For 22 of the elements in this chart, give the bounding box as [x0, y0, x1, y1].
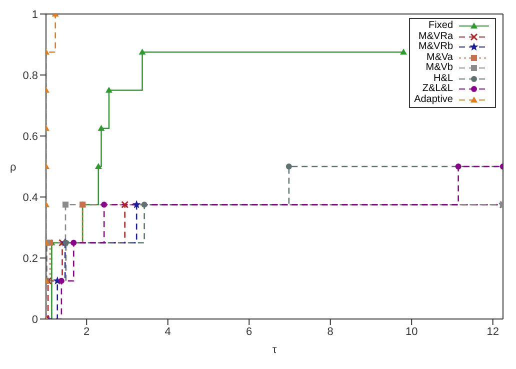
x-tick-label: 8 — [327, 326, 334, 338]
x-tick-label: 10 — [405, 326, 418, 338]
legend-label: M&VRb — [418, 41, 453, 52]
x-tick-label: 6 — [246, 326, 252, 338]
x-tick-label: 4 — [164, 326, 171, 338]
x-tick-label: 12 — [486, 326, 499, 338]
x-axis-title: τ — [272, 344, 278, 356]
legend-label: Z&L&L — [422, 83, 453, 94]
legend-label: M&VRa — [418, 30, 453, 42]
y-tick-label: 1 — [32, 8, 38, 21]
y-axis-title: ρ — [10, 161, 16, 174]
y-tick-label: 0.2 — [22, 252, 38, 265]
legend-label: H&L — [434, 72, 453, 84]
y-tick-label: 0 — [32, 314, 38, 326]
y-tick-label: 0.8 — [22, 70, 38, 82]
x-tick-label: 2 — [84, 326, 90, 338]
legend-label: M&Va — [426, 52, 453, 62]
y-tick-label: 0.4 — [22, 192, 38, 204]
y-tick-label: 0.6 — [22, 130, 38, 143]
legend-label: Adaptive — [414, 94, 453, 105]
legend-label: M&Vb — [426, 62, 453, 74]
legend-label: Fixed — [428, 20, 453, 32]
